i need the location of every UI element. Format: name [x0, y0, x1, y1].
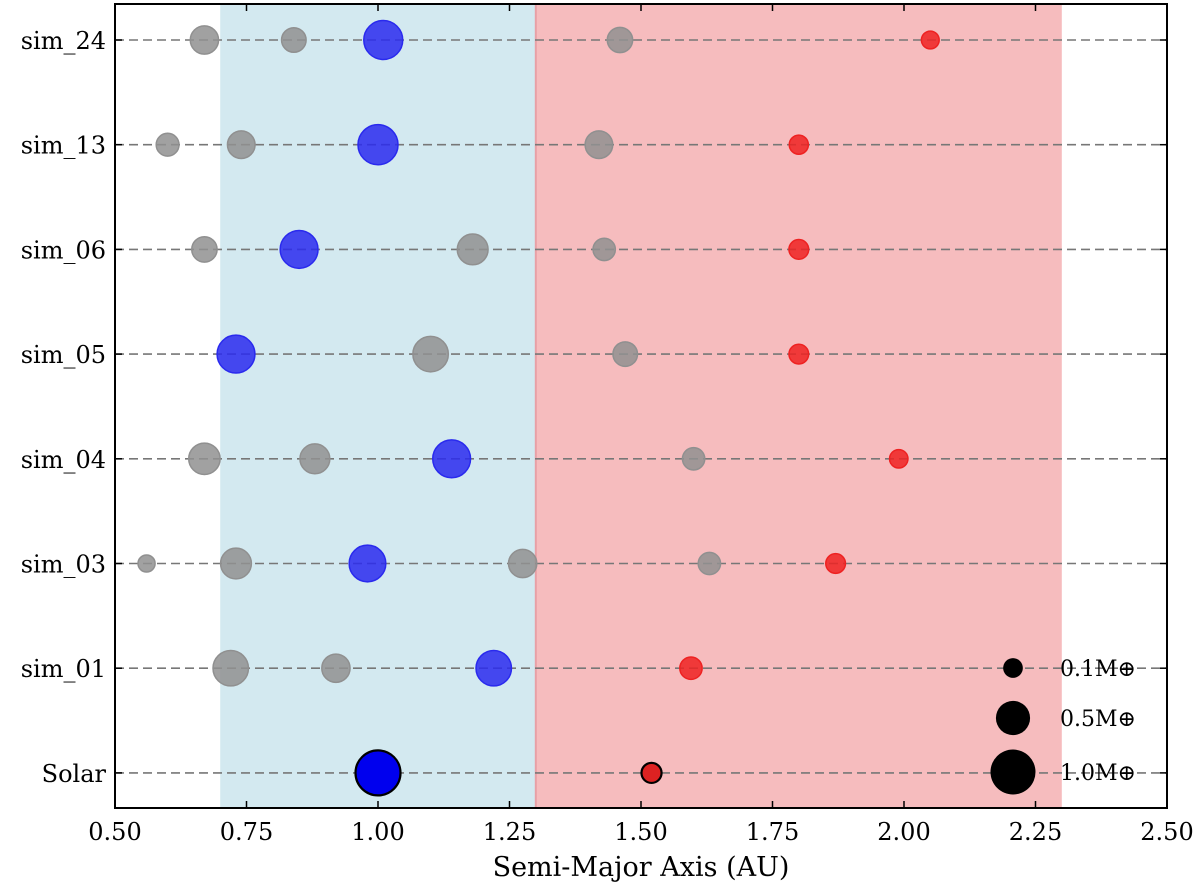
legend-marker-0 — [1003, 658, 1023, 678]
x-tick-label-5: 1.75 — [746, 818, 799, 846]
planet-point-sim_04-0 — [187, 442, 221, 476]
y-tick-label-Solar: Solar — [42, 760, 107, 788]
x-tick-label-6: 2.00 — [877, 818, 930, 846]
legend-label-1: 0.5M⊕ — [1060, 707, 1136, 732]
planet-point-sim_24-0 — [189, 25, 220, 55]
planet-point-sim_04-2 — [431, 439, 472, 479]
planet-point-Solar-0 — [354, 749, 402, 797]
planet-point-sim_03-2 — [348, 544, 387, 583]
planet-point-sim_24-2 — [363, 19, 404, 61]
planet-point-sim_06-3 — [592, 237, 617, 262]
region-1 — [535, 4, 1062, 808]
planet-point-sim_01-3 — [679, 656, 703, 681]
legend-marker-1 — [995, 700, 1031, 736]
planet-point-sim_03-4 — [697, 551, 722, 576]
planet-points — [137, 19, 940, 797]
y-tick-label-sim_01: sim_01 — [21, 655, 106, 683]
x-tick-label-4: 1.50 — [614, 818, 667, 846]
x-tick-label-1: 0.75 — [220, 818, 273, 846]
planet-point-sim_05-2 — [612, 341, 639, 368]
y-tick-label-sim_06: sim_06 — [21, 236, 106, 264]
planet-point-sim_13-1 — [226, 130, 256, 160]
legend-label-0: 0.1M⊕ — [1060, 657, 1136, 682]
x-tick-label-7: 2.25 — [1009, 818, 1062, 846]
legend: 0.1M⊕ 0.5M⊕ 1.0M⊕ — [990, 657, 1136, 795]
planet-point-Solar-1 — [640, 761, 663, 785]
legend-label-2: 1.0M⊕ — [1060, 761, 1136, 786]
planet-point-sim_24-4 — [920, 30, 940, 50]
x-tick-label-0: 0.50 — [88, 818, 141, 846]
planet-point-sim_03-0 — [137, 554, 156, 573]
y-tick-label-sim_04: sim_04 — [21, 446, 106, 474]
planet-point-sim_24-3 — [606, 26, 634, 54]
planet-point-sim_05-0 — [216, 334, 256, 374]
planet-point-sim_13-0 — [155, 132, 180, 157]
x-tick-label-8: 2.50 — [1140, 818, 1193, 846]
planet-point-sim_13-2 — [357, 123, 399, 166]
x-axis-label: Semi-Major Axis (AU) — [493, 852, 790, 883]
y-tick-label-sim_05: sim_05 — [21, 341, 106, 369]
planet-point-sim_01-1 — [321, 653, 351, 684]
planet-point-sim_04-1 — [299, 443, 331, 475]
planet-point-sim_06-2 — [456, 233, 489, 266]
planet-point-sim_06-0 — [190, 235, 218, 263]
y-tick-label-sim_24: sim_24 — [21, 27, 106, 55]
x-tick-label-3: 1.25 — [483, 818, 536, 846]
planet-point-sim_03-3 — [507, 548, 538, 579]
planet-point-sim_05-3 — [788, 343, 810, 365]
planet-point-sim_01-2 — [475, 649, 513, 687]
planet-point-sim_04-3 — [681, 446, 706, 471]
habitable-zone-regions — [220, 4, 1062, 808]
planet-point-sim_13-3 — [584, 130, 614, 160]
planet-point-sim_03-1 — [219, 547, 253, 580]
planet-point-sim_03-5 — [825, 552, 847, 575]
planet-point-sim_05-1 — [412, 335, 450, 373]
x-tick-label-2: 1.00 — [351, 818, 404, 846]
planet-point-sim_13-4 — [788, 134, 810, 155]
legend-marker-2 — [990, 749, 1036, 795]
y-axis-ticks: Solar sim_01 sim_03 sim_04 sim_05 sim_06 sim_1… — [21, 27, 1167, 788]
planet-point-sim_06-1 — [279, 229, 319, 270]
x-axis-ticks: 0.50 0.75 1.00 1.25 1.50 1.75 2.00 2.25 2.50 — [88, 4, 1194, 846]
planet-point-sim_06-4 — [788, 238, 810, 261]
planet-point-sim_01-0 — [212, 649, 250, 687]
planet-point-sim_24-1 — [280, 26, 307, 54]
y-tick-label-sim_03: sim_03 — [21, 551, 106, 579]
y-tick-label-sim_13: sim_13 — [21, 132, 106, 160]
planet-point-sim_04-4 — [888, 448, 909, 469]
